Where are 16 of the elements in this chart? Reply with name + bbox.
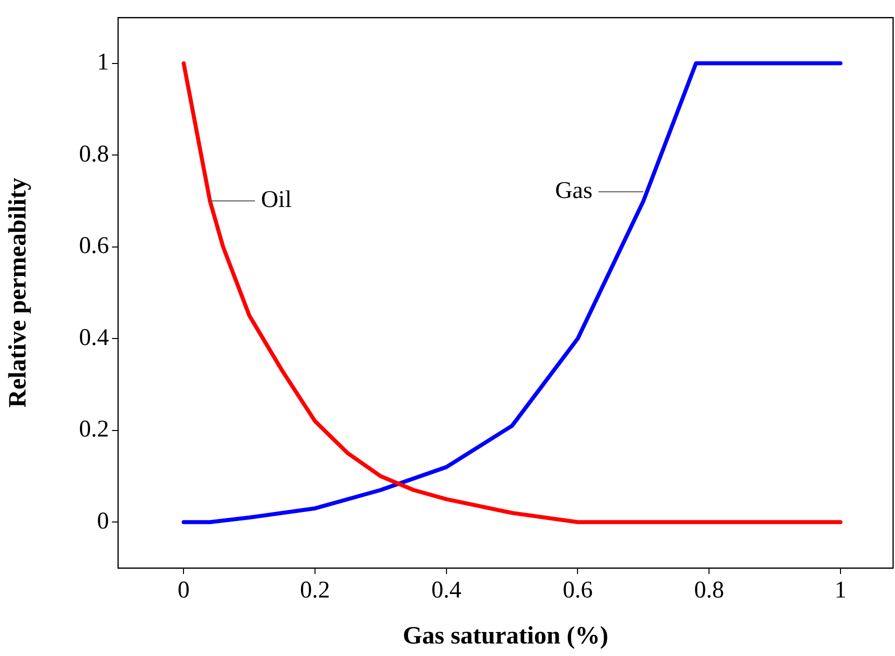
y-tick-label: 0 — [97, 508, 109, 534]
x-tick-label: 0 — [178, 578, 190, 604]
y-tick-label: 0.8 — [79, 141, 109, 168]
y-tick-label: 0.6 — [79, 233, 109, 260]
y-tick-label: 1 — [97, 50, 109, 76]
annotation: Oil — [260, 187, 292, 214]
x-tick-label: 0.8 — [694, 578, 724, 604]
x-axis-title: Gas saturation (%) — [402, 622, 608, 650]
x-tick-label: 0.6 — [562, 578, 593, 604]
annotation: Gas — [555, 178, 592, 204]
y-tick-label: 0.4 — [79, 324, 109, 351]
y-tick-label: 0.2 — [79, 416, 109, 443]
y-axis-title: Relative permeability — [4, 177, 32, 408]
x-tick-label: 1 — [834, 578, 846, 604]
x-tick-label: 0.2 — [300, 578, 330, 604]
x-tick-label: 0.4 — [431, 578, 462, 604]
